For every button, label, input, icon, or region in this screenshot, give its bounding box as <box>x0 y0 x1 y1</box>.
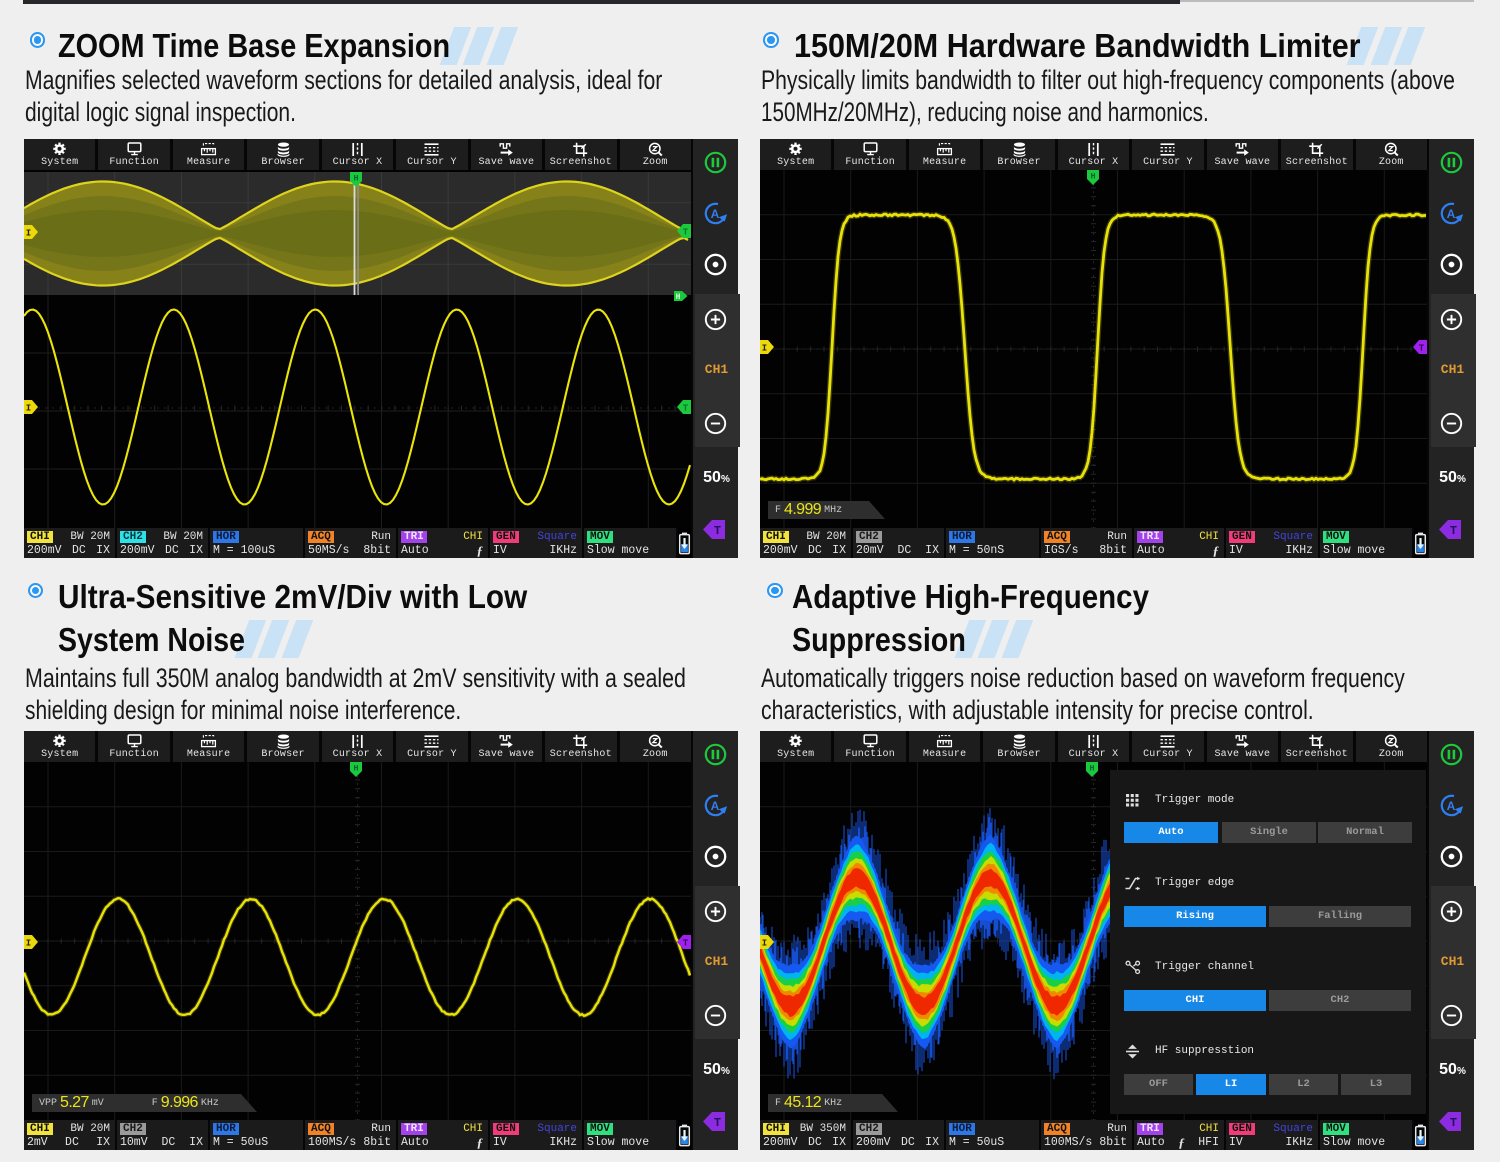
svg-text:I: I <box>26 404 31 414</box>
svg-text:T: T <box>1450 524 1457 538</box>
svg-text:A: A <box>711 207 720 221</box>
svg-text:T: T <box>683 404 689 414</box>
svg-text:T: T <box>1419 344 1425 354</box>
svg-text:T: T <box>714 524 721 538</box>
svg-text:I: I <box>762 344 767 354</box>
svg-text:I: I <box>762 939 767 949</box>
svg-text:T: T <box>683 228 689 238</box>
svg-text:H: H <box>676 293 681 302</box>
svg-text:H: H <box>353 764 358 774</box>
svg-text:A: A <box>711 799 720 813</box>
svg-text:T: T <box>1450 1116 1457 1130</box>
svg-text:H: H <box>353 174 358 184</box>
svg-text:A: A <box>1447 799 1456 813</box>
svg-text:H: H <box>1089 764 1094 774</box>
svg-text:I: I <box>26 229 31 239</box>
svg-text:H: H <box>1090 172 1095 182</box>
svg-text:A: A <box>1447 207 1456 221</box>
svg-text:I: I <box>26 939 31 949</box>
svg-text:T: T <box>683 939 689 949</box>
svg-text:T: T <box>714 1116 721 1130</box>
